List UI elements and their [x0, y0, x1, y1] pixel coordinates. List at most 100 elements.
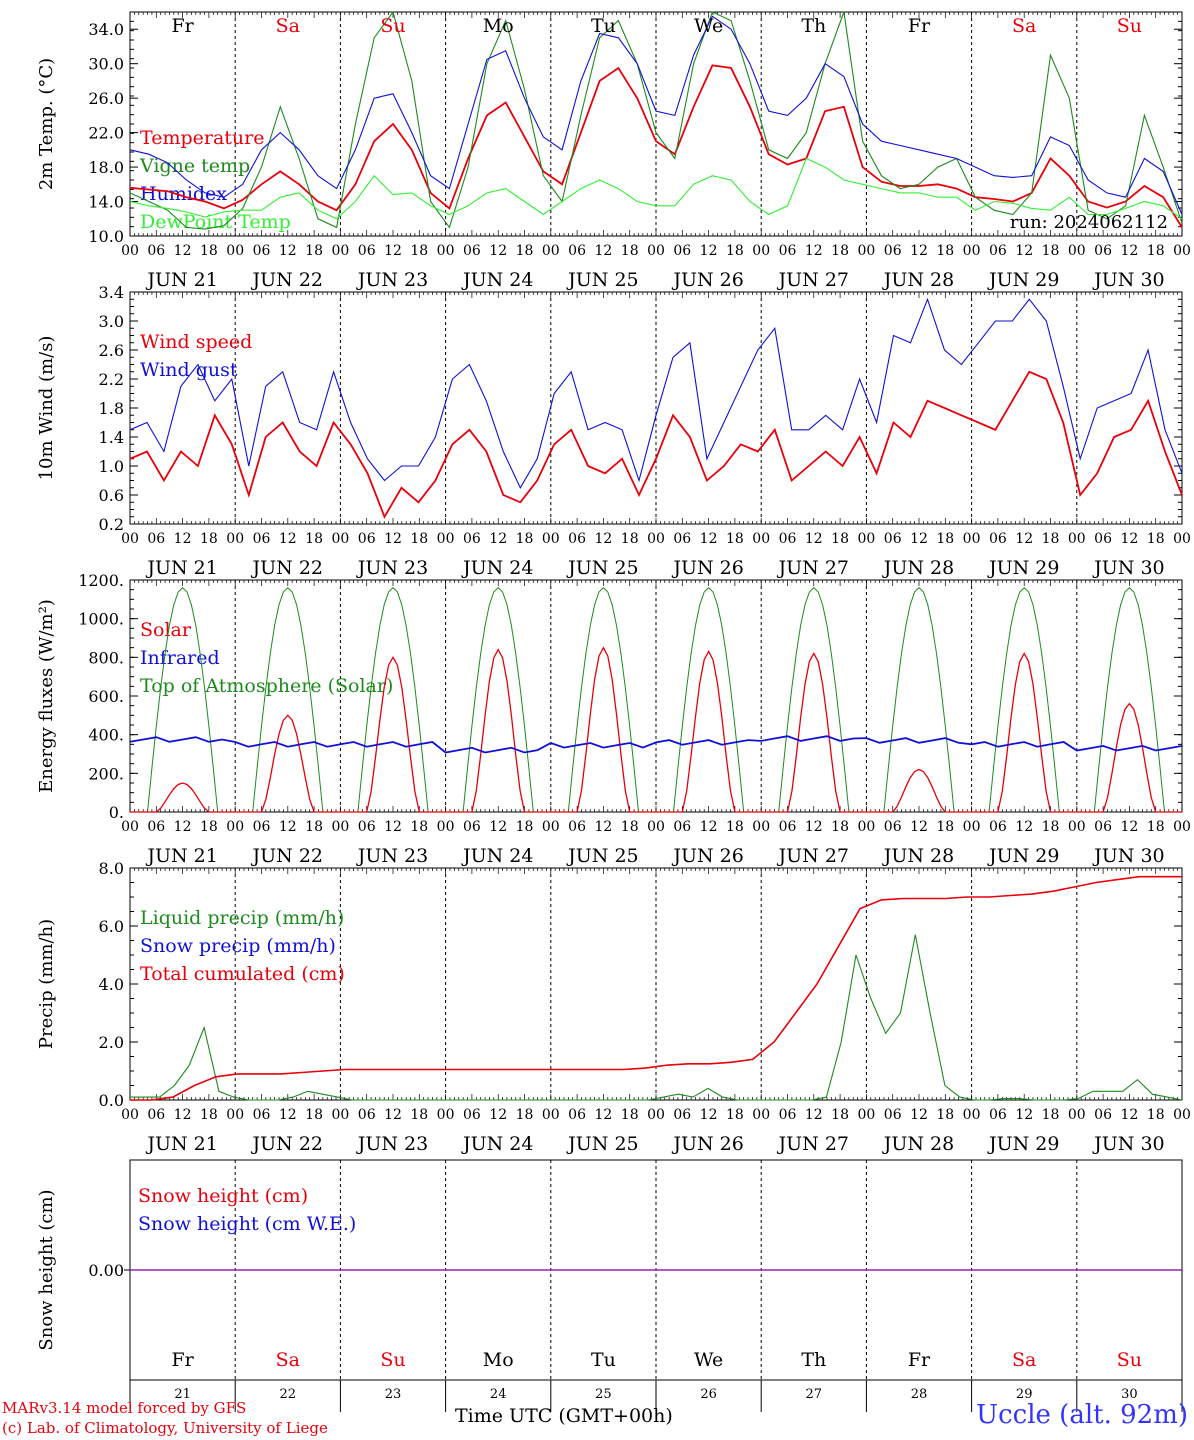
hour-label: 18 [621, 819, 639, 835]
hour-label: 18 [936, 1107, 954, 1123]
hour-label: 18 [726, 243, 744, 259]
date-label: JUN 23 [356, 845, 428, 867]
y-tick-label: 1000. [78, 610, 124, 629]
y-tick-label: 1200. [78, 571, 124, 590]
hour-label: 12 [1015, 243, 1033, 259]
hour-label: 12 [489, 819, 507, 835]
hour-label: 00 [857, 531, 875, 547]
day-number-label: 24 [490, 1387, 507, 1402]
date-label: JUN 27 [777, 1133, 849, 1155]
hour-label: 00 [963, 531, 981, 547]
hour-label: 12 [384, 243, 402, 259]
hour-label: 18 [1147, 243, 1165, 259]
hour-label: 06 [568, 819, 586, 835]
weekday-label-bottom: Sa [1012, 1349, 1036, 1371]
hour-label: 06 [463, 243, 481, 259]
hour-label: 00 [437, 243, 455, 259]
date-label: JUN 28 [882, 845, 954, 867]
y-tick-label: 26.0 [88, 89, 124, 108]
date-label: JUN 28 [882, 269, 954, 291]
hour-label: 00 [226, 243, 244, 259]
date-label: JUN 28 [882, 557, 954, 579]
y-tick-label: 2.2 [99, 370, 124, 389]
hour-label: 12 [700, 531, 718, 547]
date-label: JUN 23 [356, 557, 428, 579]
date-label: JUN 24 [461, 1133, 533, 1155]
hour-label: 12 [174, 243, 192, 259]
weekday-label-bottom: Fr [171, 1349, 194, 1371]
y-tick-label: 2.0 [99, 1033, 124, 1052]
y-tick-label: 8.0 [99, 859, 124, 878]
day-number-label: 23 [385, 1387, 402, 1402]
x-axis-title: Time UTC (GMT+00h) [455, 1405, 673, 1427]
date-label: JUN 21 [145, 845, 217, 867]
hour-label: 12 [1015, 819, 1033, 835]
hour-label: 00 [963, 243, 981, 259]
hour-label: 00 [121, 1107, 139, 1123]
date-label: JUN 25 [566, 557, 638, 579]
hour-label: 00 [1068, 819, 1086, 835]
hour-label: 00 [331, 819, 349, 835]
hour-label: 00 [647, 1107, 665, 1123]
hour-label: 00 [752, 531, 770, 547]
hour-label: 06 [253, 819, 271, 835]
y-axis-label: Energy fluxes (W/m²) [36, 599, 57, 793]
hour-label: 06 [884, 819, 902, 835]
hour-label: 06 [147, 819, 165, 835]
date-label: JUN 27 [777, 845, 849, 867]
day-number-label: 27 [806, 1387, 823, 1402]
hour-label: 06 [989, 819, 1007, 835]
hour-label: 06 [989, 531, 1007, 547]
y-axis-label: 2m Temp. (°C) [36, 58, 57, 190]
y-tick-label: 200. [88, 764, 124, 783]
weekday-label-bottom: Sa [276, 1349, 300, 1371]
y-tick-label: 10.0 [88, 227, 124, 246]
weekday-label-top: Sa [276, 15, 300, 37]
weekday-label-bottom: Tu [591, 1349, 616, 1371]
date-label: JUN 24 [461, 845, 533, 867]
liquid-precip-line [130, 934, 1183, 1101]
hour-label: 00 [1173, 531, 1191, 547]
hour-label: 06 [253, 531, 271, 547]
hour-label: 12 [594, 819, 612, 835]
hour-label: 06 [463, 819, 481, 835]
hour-label: 06 [358, 531, 376, 547]
hour-label: 00 [1173, 819, 1191, 835]
hour-label: 18 [410, 531, 428, 547]
hour-label: 12 [910, 1107, 928, 1123]
y-tick-label: 4.0 [99, 975, 124, 994]
hour-label: 18 [831, 1107, 849, 1123]
hour-label: 12 [594, 531, 612, 547]
hour-label: 06 [358, 243, 376, 259]
weekday-label-top: Tu [591, 15, 616, 37]
hour-label: 06 [989, 1107, 1007, 1123]
weekday-label-bottom: Mo [483, 1349, 514, 1371]
date-label: JUN 29 [987, 269, 1059, 291]
hour-label: 18 [305, 1107, 323, 1123]
hour-label: 12 [174, 819, 192, 835]
y-tick-label: 30.0 [88, 55, 124, 74]
date-label: JUN 25 [566, 269, 638, 291]
hour-label: 12 [174, 531, 192, 547]
y-tick-label: 3.0 [99, 312, 124, 331]
hour-label: 18 [410, 1107, 428, 1123]
y-tick-label: 14.0 [88, 193, 124, 212]
hour-label: 00 [331, 243, 349, 259]
hour-label: 00 [437, 531, 455, 547]
legend-entry: Snow height (cm) [138, 1185, 308, 1207]
hour-label: 18 [305, 531, 323, 547]
hour-label: 06 [673, 531, 691, 547]
series-line [129, 10, 1183, 230]
legend-entry: Wind speed [140, 331, 252, 353]
hour-label: 18 [516, 1107, 534, 1123]
hour-label: 00 [857, 819, 875, 835]
hour-label: 12 [489, 531, 507, 547]
hour-label: 00 [437, 819, 455, 835]
date-label: JUN 27 [777, 269, 849, 291]
solar-line [130, 646, 1182, 813]
hour-label: 18 [726, 819, 744, 835]
weekday-label-top: Sa [1012, 15, 1036, 37]
day-number-label: 28 [911, 1387, 928, 1402]
date-label: JUN 30 [1092, 845, 1164, 867]
hour-label: 00 [752, 1107, 770, 1123]
